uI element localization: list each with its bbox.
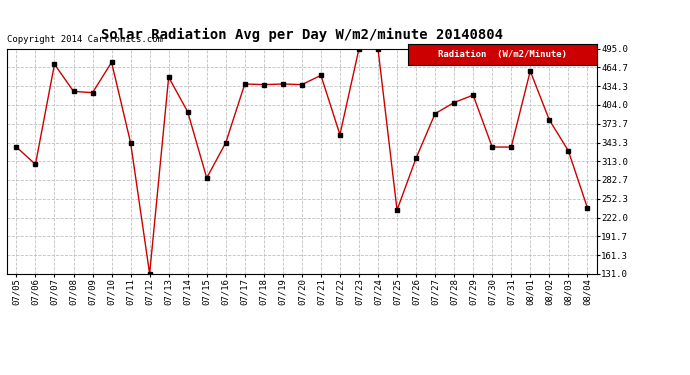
Title: Solar Radiation Avg per Day W/m2/minute 20140804: Solar Radiation Avg per Day W/m2/minute … (101, 27, 503, 42)
Text: Copyright 2014 Cartronics.com: Copyright 2014 Cartronics.com (7, 35, 163, 44)
